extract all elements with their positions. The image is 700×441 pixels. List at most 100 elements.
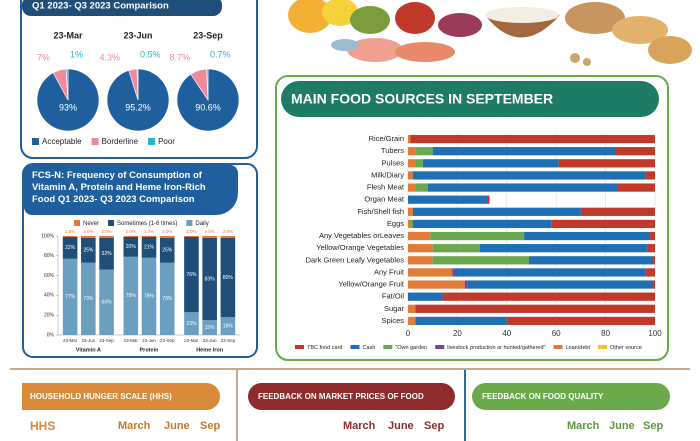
bar-segment — [123, 236, 139, 237]
bar-segment — [410, 219, 413, 229]
fcs-pie-panel: Q1 2023- Q3 2023 Comparison 23-Mar 93% 7% 1%… — [20, 0, 258, 159]
value-label: 2.0% — [101, 229, 111, 234]
fish — [331, 39, 359, 51]
chart-title: MAIN FOOD SOURCES IN SEPTEMBER — [291, 91, 553, 107]
y-tick-label: Fat/Oil — [382, 292, 404, 301]
value-label: 73% — [162, 296, 173, 302]
x-tick-label: 0 — [406, 329, 411, 338]
bar-segment — [432, 147, 616, 156]
bar-segment — [580, 207, 655, 216]
bar-segment — [220, 236, 236, 238]
value-label: 90.6% — [195, 102, 221, 112]
bar-segment — [159, 262, 175, 335]
bar-segment — [506, 316, 655, 326]
y-tick-label: 0% — [47, 332, 55, 338]
value-label: 20% — [126, 244, 137, 250]
group-label: Heme Iron — [196, 347, 224, 353]
value-label: 77% — [65, 294, 76, 300]
value-label: 79% — [126, 293, 137, 299]
panel-border — [20, 0, 258, 159]
column-label: March — [343, 420, 376, 432]
y-tick-label: 40% — [44, 293, 55, 299]
food-illustration — [288, 0, 692, 66]
legend-swatch — [186, 220, 193, 226]
bar-segment — [220, 237, 236, 318]
bar-segment — [524, 231, 651, 241]
value-label: 76% — [186, 272, 197, 278]
pie-slice — [65, 68, 69, 101]
bar-segment — [415, 183, 428, 192]
bar-segment — [408, 292, 443, 301]
group-label: Protein — [140, 347, 160, 353]
legend-swatch — [32, 138, 39, 145]
value-label: 32% — [102, 251, 113, 257]
value-label: 1.0% — [144, 229, 154, 234]
x-tick-label: 23-Sep — [99, 338, 114, 343]
value-label: 2.0% — [83, 229, 93, 234]
value-label: 80% — [223, 275, 234, 281]
bar-segment — [408, 316, 416, 326]
food-sources-panel: MAIN FOOD SOURCES IN SEPTEMBER 0 20 40 60 80 1… — [275, 75, 669, 361]
x-tick-label: 23-Mar — [63, 338, 78, 343]
bar-segment — [62, 236, 78, 259]
x-tick-label: 23-Sep — [160, 338, 175, 343]
pie-label: 23-Jun — [123, 30, 152, 40]
fcsn-title: FCS-N: Frequency of Consumption of Vitam… — [24, 165, 238, 215]
bar-segment — [99, 236, 114, 238]
bar-segment — [647, 244, 655, 253]
legend-label: Poor — [158, 137, 175, 146]
value-label: 0.5% — [140, 49, 161, 59]
bar-segment — [464, 280, 468, 289]
column-label: Sep — [643, 420, 664, 432]
x-tick-label: 40 — [502, 329, 511, 338]
section-label: HHS — [30, 419, 56, 433]
pie-label: 23-Sep — [193, 30, 223, 40]
value-label: 83% — [205, 276, 216, 282]
y-tick-label: Yellow/Orange Fruit — [338, 280, 405, 289]
legend-swatch — [108, 220, 115, 226]
bowl-content — [485, 7, 559, 23]
bar-segment — [184, 236, 199, 313]
bar-segment — [202, 237, 217, 321]
value-label: 23% — [186, 321, 197, 327]
panel-border — [22, 163, 258, 358]
legend-label: Other source — [610, 345, 642, 351]
bar-segment — [202, 320, 217, 335]
legend-swatch — [553, 345, 563, 349]
bar-segment — [123, 236, 139, 257]
x-tick-label: 60 — [552, 329, 561, 338]
bar-segment — [415, 304, 655, 313]
bar-segment — [454, 268, 646, 277]
y-tick-label: Eggs — [387, 219, 404, 228]
legend-swatch — [148, 138, 156, 145]
y-tick-label: Rice/Grain — [369, 134, 404, 143]
column-label: June — [388, 420, 414, 432]
divider — [464, 370, 466, 441]
bar-segment — [99, 237, 114, 270]
x-tick-label: 23-Jun — [142, 338, 156, 343]
y-tick-label: Tubers — [381, 146, 404, 155]
legend-swatch — [435, 345, 445, 349]
bar-segment — [408, 231, 431, 241]
x-tick-label: 23-Mar — [184, 338, 199, 343]
column-label: March — [118, 420, 151, 432]
legend-label: Never — [83, 221, 99, 227]
bar-segment — [408, 207, 413, 216]
value-label: 1.0% — [186, 229, 196, 234]
x-tick-label: 23-Mar — [124, 338, 139, 343]
pie-label: 23-Mar — [53, 30, 83, 40]
x-tick-label: 23-Sep — [221, 338, 236, 343]
legend-swatch — [91, 138, 99, 145]
title-banner — [281, 81, 659, 117]
bar-segment — [408, 256, 433, 265]
bar-segment — [487, 195, 490, 204]
y-tick-label: Sugar — [384, 304, 405, 313]
bar-segment — [81, 236, 96, 238]
bar-segment — [652, 280, 655, 289]
value-label: 25% — [162, 248, 173, 254]
value-label: 1.0% — [65, 229, 75, 234]
y-tick-label: Fish/Shell fish — [357, 207, 404, 216]
x-tick-label: 20 — [453, 329, 462, 338]
bar-segment — [430, 231, 525, 241]
legend-swatch — [383, 345, 393, 349]
